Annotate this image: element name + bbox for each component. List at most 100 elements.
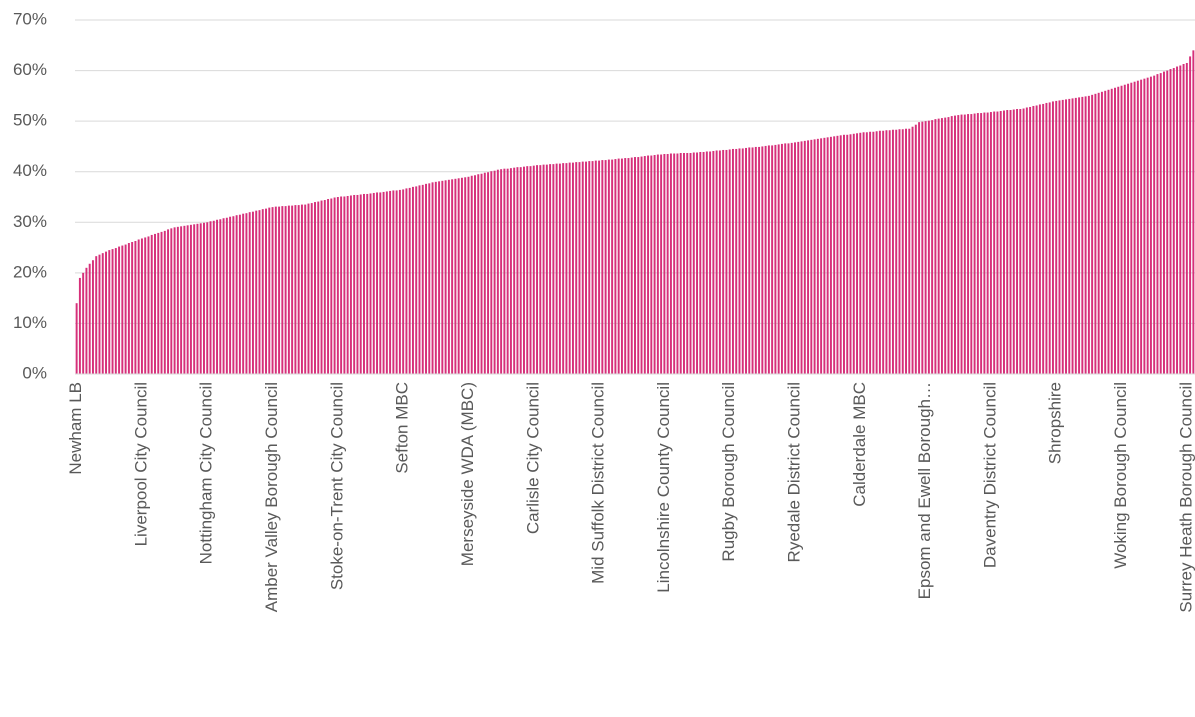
bar xyxy=(183,225,186,374)
bar xyxy=(875,131,878,374)
bar xyxy=(754,146,757,374)
bar xyxy=(163,230,166,374)
bar xyxy=(562,163,565,374)
bar xyxy=(167,229,170,374)
bar xyxy=(539,165,542,374)
x-tick-label: Mid Suffolk District Council xyxy=(589,382,608,584)
bar xyxy=(356,194,359,374)
bar xyxy=(467,176,470,374)
bar xyxy=(859,132,862,374)
bar xyxy=(170,228,173,374)
bar xyxy=(353,194,356,374)
bar xyxy=(758,146,761,374)
bar xyxy=(673,153,676,374)
bar xyxy=(718,150,721,374)
bar xyxy=(232,216,235,374)
bar xyxy=(235,215,238,374)
x-tick-label: Carlisle City Council xyxy=(523,382,542,534)
bar xyxy=(519,167,522,374)
y-tick-label: 10% xyxy=(13,313,47,332)
bar xyxy=(836,135,839,374)
bar xyxy=(901,129,904,374)
bar xyxy=(85,267,88,374)
bar xyxy=(823,137,826,374)
bar xyxy=(637,157,640,374)
bar xyxy=(692,152,695,374)
bar xyxy=(425,183,427,374)
bar xyxy=(643,156,646,374)
bar xyxy=(274,206,277,374)
bar xyxy=(908,128,911,374)
bar xyxy=(957,115,960,375)
bar xyxy=(927,120,930,374)
bar xyxy=(441,180,444,374)
bar xyxy=(513,167,516,374)
bar xyxy=(660,154,663,374)
bar xyxy=(650,155,653,374)
bar xyxy=(82,272,85,374)
bar xyxy=(281,206,284,374)
bar xyxy=(705,151,708,374)
bar xyxy=(431,182,434,374)
bar xyxy=(751,147,754,374)
bar xyxy=(114,248,117,374)
bar xyxy=(699,151,702,374)
bar xyxy=(745,147,747,374)
bar xyxy=(594,160,597,374)
bar xyxy=(1130,82,1133,375)
bar xyxy=(1045,102,1048,375)
x-tick-label: Merseyside WDA (MBC) xyxy=(458,382,477,566)
bar xyxy=(1166,70,1169,375)
bar xyxy=(924,121,927,375)
bar xyxy=(346,195,349,374)
bar xyxy=(536,165,539,374)
bar xyxy=(320,200,323,374)
bar xyxy=(238,214,241,374)
bar xyxy=(1038,104,1041,374)
bar xyxy=(1133,81,1136,374)
bar xyxy=(1003,110,1005,374)
bar xyxy=(199,223,202,374)
bar xyxy=(1120,85,1123,374)
bar xyxy=(460,177,463,374)
bar xyxy=(493,170,496,374)
bar xyxy=(640,156,643,374)
bar xyxy=(585,161,587,374)
bar xyxy=(1127,83,1130,374)
y-tick-label: 50% xyxy=(13,111,47,130)
bar xyxy=(976,113,979,375)
bar xyxy=(1048,102,1051,374)
bar xyxy=(1163,71,1165,374)
bar xyxy=(438,181,441,374)
bar xyxy=(617,158,620,374)
bar xyxy=(1016,109,1019,375)
bar xyxy=(91,260,94,374)
y-tick-label: 30% xyxy=(13,212,47,231)
bar xyxy=(317,201,320,374)
bar xyxy=(503,168,506,374)
bar xyxy=(470,175,473,374)
bar xyxy=(816,138,819,374)
bar xyxy=(415,186,418,374)
bar xyxy=(127,243,130,374)
bar xyxy=(575,162,578,374)
bar xyxy=(911,126,914,374)
bar xyxy=(496,169,499,374)
bar xyxy=(118,246,121,374)
bar xyxy=(986,112,989,374)
bar xyxy=(189,224,192,374)
bar xyxy=(1143,78,1146,375)
bar xyxy=(140,238,143,374)
bar xyxy=(558,163,561,374)
bar xyxy=(666,154,669,374)
bar xyxy=(1100,91,1103,374)
bar xyxy=(389,190,392,374)
bar xyxy=(725,149,728,374)
bar xyxy=(405,188,408,374)
bar xyxy=(1065,99,1067,374)
bar xyxy=(287,205,290,374)
bar xyxy=(284,206,287,374)
bar xyxy=(686,153,689,374)
bar xyxy=(931,120,934,374)
bar xyxy=(1110,88,1113,374)
